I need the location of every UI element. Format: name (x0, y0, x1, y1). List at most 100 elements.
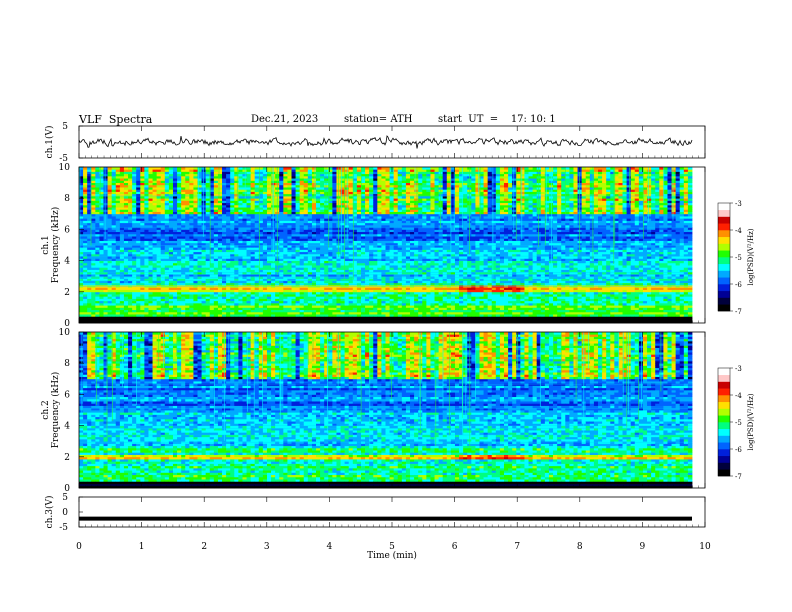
ch1-spec-cell (107, 291, 113, 295)
ch1-spec-cell (254, 256, 260, 259)
ch1-spec-cell (172, 229, 178, 233)
ch1-spec-cell (136, 247, 141, 250)
ch1-spec-cell (95, 240, 100, 244)
ch1-spec-cell (160, 224, 166, 228)
ch1-spec-cell (234, 173, 239, 177)
ch1-spec-cell (242, 251, 247, 255)
ch1-spec-cell (242, 298, 247, 302)
ch1-spec-cell (95, 294, 100, 297)
ch1-spec-cell (115, 227, 121, 230)
ch1-spec-cell (222, 285, 227, 288)
ch1-spec-cell (87, 167, 92, 170)
ch1-spec-cell (197, 309, 202, 313)
ch1-spec-cell (205, 245, 211, 248)
ch1-spec-cell (119, 173, 125, 177)
ch1-spec-cell (205, 271, 211, 275)
ch1-spec-cell (119, 213, 125, 217)
ch1-spec-cell (205, 204, 211, 208)
ch1-spec-cell (128, 276, 133, 279)
ch1-spec-cell (79, 227, 84, 230)
ch1-spec-cell (266, 269, 272, 273)
ch1-spec-cell (115, 260, 121, 264)
ch1-spec-cell (189, 204, 194, 208)
ch1-spec-cell (95, 213, 100, 217)
ch1-spec-cell (217, 302, 223, 306)
ch1-spec-cell (172, 240, 178, 244)
ch1-spec-cell (156, 285, 162, 288)
ch1-spec-cell (107, 207, 113, 210)
ch1-spec-cell (254, 200, 260, 204)
ch1-spec-cell (107, 256, 113, 259)
ch1-spec-cell (246, 238, 252, 241)
ch1-spec-cell (234, 222, 239, 226)
ch1-spec-cell (115, 240, 121, 244)
ch1-spec-cell (222, 278, 227, 282)
ch1-spec-cell (160, 262, 166, 266)
ch1-spec-cell (266, 307, 272, 311)
ch1-spec-cell (217, 175, 223, 179)
ch1-spec-cell (213, 220, 219, 224)
ch1-spec-cell (262, 309, 268, 313)
ch1-spec-cell (172, 269, 178, 273)
ch1-spec-cell (217, 242, 223, 246)
ch1-spec-cell (99, 224, 104, 228)
ch1-spec-cell (242, 220, 247, 224)
ch1-spec-cell (197, 218, 202, 221)
ch1-spec-cell (258, 311, 264, 315)
ch1-spec-cell (258, 236, 264, 239)
ch1-spec-cell (242, 193, 247, 197)
ch1-spec-cell (128, 193, 133, 197)
ch1-spec-cell (246, 182, 252, 186)
ch1-spec-cell (185, 285, 190, 288)
ch1-spec-cell (230, 269, 235, 273)
ch1-spec-cell (107, 245, 113, 248)
ch1-spec-cell (185, 200, 190, 204)
ch1-spec-cell (144, 253, 149, 257)
ch1-spec-cell (107, 218, 113, 221)
ch1-spec-cell (262, 195, 268, 199)
ch1-spec-cell (103, 178, 109, 181)
ch1-spec-cell (152, 245, 158, 248)
ch1-spec-cell (168, 291, 174, 295)
ch1-spec-cell (107, 298, 113, 302)
ch1-spec-cell (164, 318, 170, 322)
ch1-spec-cell (95, 184, 100, 188)
ch1-spec-cell (242, 178, 247, 181)
ch1-spec-cell (181, 302, 186, 306)
ch1-spec-cell (189, 276, 194, 279)
ch1-spec-cell (238, 216, 243, 219)
ch1-spec-cell (201, 258, 207, 261)
ch1-spec-cell (242, 167, 247, 170)
ch1-spec-cell (201, 238, 207, 241)
ch1-spec-cell (246, 249, 252, 253)
ch1-spec-cell (254, 198, 260, 201)
ch1-spec-cell (136, 182, 141, 186)
ch1-spec-cell (172, 316, 178, 319)
ch1-spec-cell (238, 291, 243, 295)
ch1-spec-cell (234, 238, 239, 241)
ch1-spec-cell (79, 296, 84, 299)
ch1-spec-cell (189, 191, 194, 195)
ch1-spec-cell (111, 211, 117, 215)
ch1-spec-cell (91, 253, 96, 257)
ch1-spec-cell (79, 307, 84, 311)
ch1-spec-cell (250, 273, 256, 277)
ch1-spec-cell (238, 282, 243, 286)
ch1-spec-cell (156, 187, 162, 190)
ch1-spec-cell (189, 180, 194, 183)
ch1-spec-cell (250, 222, 256, 226)
ch1-spec-cell (181, 249, 186, 253)
ch1-spec-cell (250, 182, 256, 186)
ch1-spec-cell (181, 171, 186, 175)
ch1-spec-cell (254, 238, 260, 241)
ch1-spec-cell (209, 198, 215, 201)
ch1-spec-cell (226, 182, 231, 186)
ch1-spec-cell (107, 202, 113, 206)
ch1-spec-cell (172, 296, 178, 299)
ch1-spec-cell (185, 242, 190, 246)
ch1-spec-cell (201, 207, 207, 210)
ch1-spec-cell (83, 169, 88, 172)
ch1-spec-cell (168, 273, 174, 277)
ch1-spec-cell (213, 204, 219, 208)
ch1-spec-cell (234, 271, 239, 275)
